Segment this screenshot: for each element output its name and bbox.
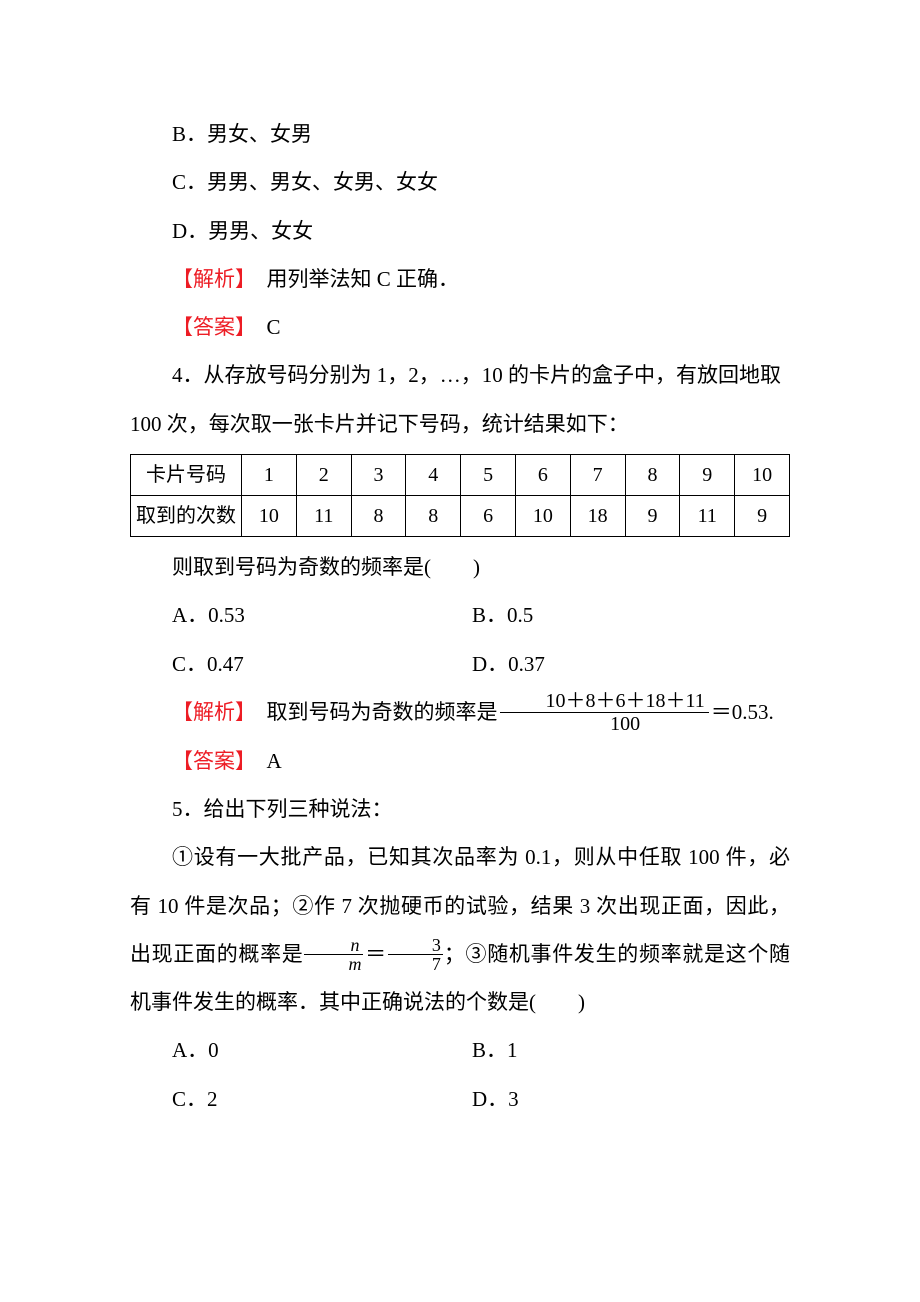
equals-sign: ＝ xyxy=(364,942,386,966)
analysis-label: 【解析】 xyxy=(172,700,246,724)
q3-option-c: C．男男、男女、女男、女女 xyxy=(130,158,790,206)
analysis-label: 【解析】 xyxy=(172,267,246,291)
answer-label: 【答案】 xyxy=(172,749,246,773)
table-cell: 8 xyxy=(406,496,461,537)
table-cell: 8 xyxy=(351,496,406,537)
fraction-numerator: 3 xyxy=(388,936,443,955)
table-cell: 9 xyxy=(680,455,735,496)
q4-option-c: C．0.47 xyxy=(130,640,472,688)
fraction: nm xyxy=(304,936,363,973)
q3-option-d: D．男男、女女 xyxy=(130,207,790,255)
page-body: B．男女、女男 C．男男、男女、女男、女女 D．男男、女女 【解析】 用列举法知… xyxy=(0,0,920,1183)
table-cell: 6 xyxy=(515,455,570,496)
q5-option-c: C．2 xyxy=(130,1075,472,1123)
q4-answer-text: A xyxy=(246,749,282,773)
table-header-cell: 取到的次数 xyxy=(131,496,242,537)
q4-option-d: D．0.37 xyxy=(472,640,545,688)
q5-option-b: B．1 xyxy=(472,1026,518,1074)
table-cell: 5 xyxy=(461,455,516,496)
fraction-denominator: m xyxy=(304,955,363,973)
q5-option-a: A．0 xyxy=(130,1026,472,1074)
q5-stem: 5．给出下列三种说法： xyxy=(130,785,790,833)
table-cell: 9 xyxy=(735,496,790,537)
table-cell: 10 xyxy=(242,496,297,537)
q5-options-row2: C．2 D．3 xyxy=(130,1075,790,1123)
q4-answer: 【答案】 A xyxy=(130,737,790,785)
table-cell: 10 xyxy=(735,455,790,496)
table-cell: 18 xyxy=(570,496,625,537)
table-row: 卡片号码 1 2 3 4 5 6 7 8 9 10 xyxy=(131,455,790,496)
table-cell: 10 xyxy=(515,496,570,537)
q4-options-row2: C．0.47 D．0.37 xyxy=(130,640,790,688)
table-cell: 1 xyxy=(242,455,297,496)
q3-analysis-text: 用列举法知 C 正确． xyxy=(246,267,460,291)
q3-answer-text: C xyxy=(246,315,281,339)
q4-analysis: 【解析】 取到号码为奇数的频率是10＋8＋6＋18＋11100＝0.53. xyxy=(130,688,790,737)
q4-analysis-post: ＝0.53. xyxy=(711,700,774,724)
fraction-numerator: n xyxy=(304,936,363,955)
q4-option-b: B．0.5 xyxy=(472,591,533,639)
table-row: 取到的次数 10 11 8 8 6 10 18 9 11 9 xyxy=(131,496,790,537)
table-cell: 11 xyxy=(296,496,351,537)
fraction: 37 xyxy=(388,936,443,973)
q3-analysis: 【解析】 用列举法知 C 正确． xyxy=(130,255,790,303)
answer-label: 【答案】 xyxy=(172,315,246,339)
table-cell: 6 xyxy=(461,496,516,537)
q5-options-row1: A．0 B．1 xyxy=(130,1026,790,1074)
q4-options-row1: A．0.53 B．0.5 xyxy=(130,591,790,639)
table-cell: 11 xyxy=(680,496,735,537)
fraction: 10＋8＋6＋18＋11100 xyxy=(500,690,709,735)
q5-body: ①设有一大批产品，已知其次品率为 0.1，则从中任取 100 件，必有 10 件… xyxy=(130,833,790,1026)
q3-answer: 【答案】 C xyxy=(130,303,790,351)
fraction-numerator: 10＋8＋6＋18＋11 xyxy=(500,690,709,713)
table-cell: 4 xyxy=(406,455,461,496)
q4-analysis-pre: 取到号码为奇数的频率是 xyxy=(246,700,498,724)
q4-tail: 则取到号码为奇数的频率是( ) xyxy=(130,543,790,591)
q4-stem: 4．从存放号码分别为 1，2，…，10 的卡片的盒子中，有放回地取 100 次，… xyxy=(130,351,790,448)
table-cell: 3 xyxy=(351,455,406,496)
table-cell: 9 xyxy=(625,496,680,537)
table-header-cell: 卡片号码 xyxy=(131,455,242,496)
table-cell: 8 xyxy=(625,455,680,496)
q5-option-d: D．3 xyxy=(472,1075,519,1123)
q3-option-b: B．男女、女男 xyxy=(130,110,790,158)
table-cell: 7 xyxy=(570,455,625,496)
fraction-denominator: 7 xyxy=(388,955,443,973)
q4-table: 卡片号码 1 2 3 4 5 6 7 8 9 10 取到的次数 10 11 8 … xyxy=(130,454,790,537)
q4-option-a: A．0.53 xyxy=(130,591,472,639)
fraction-denominator: 100 xyxy=(500,713,709,735)
table-cell: 2 xyxy=(296,455,351,496)
